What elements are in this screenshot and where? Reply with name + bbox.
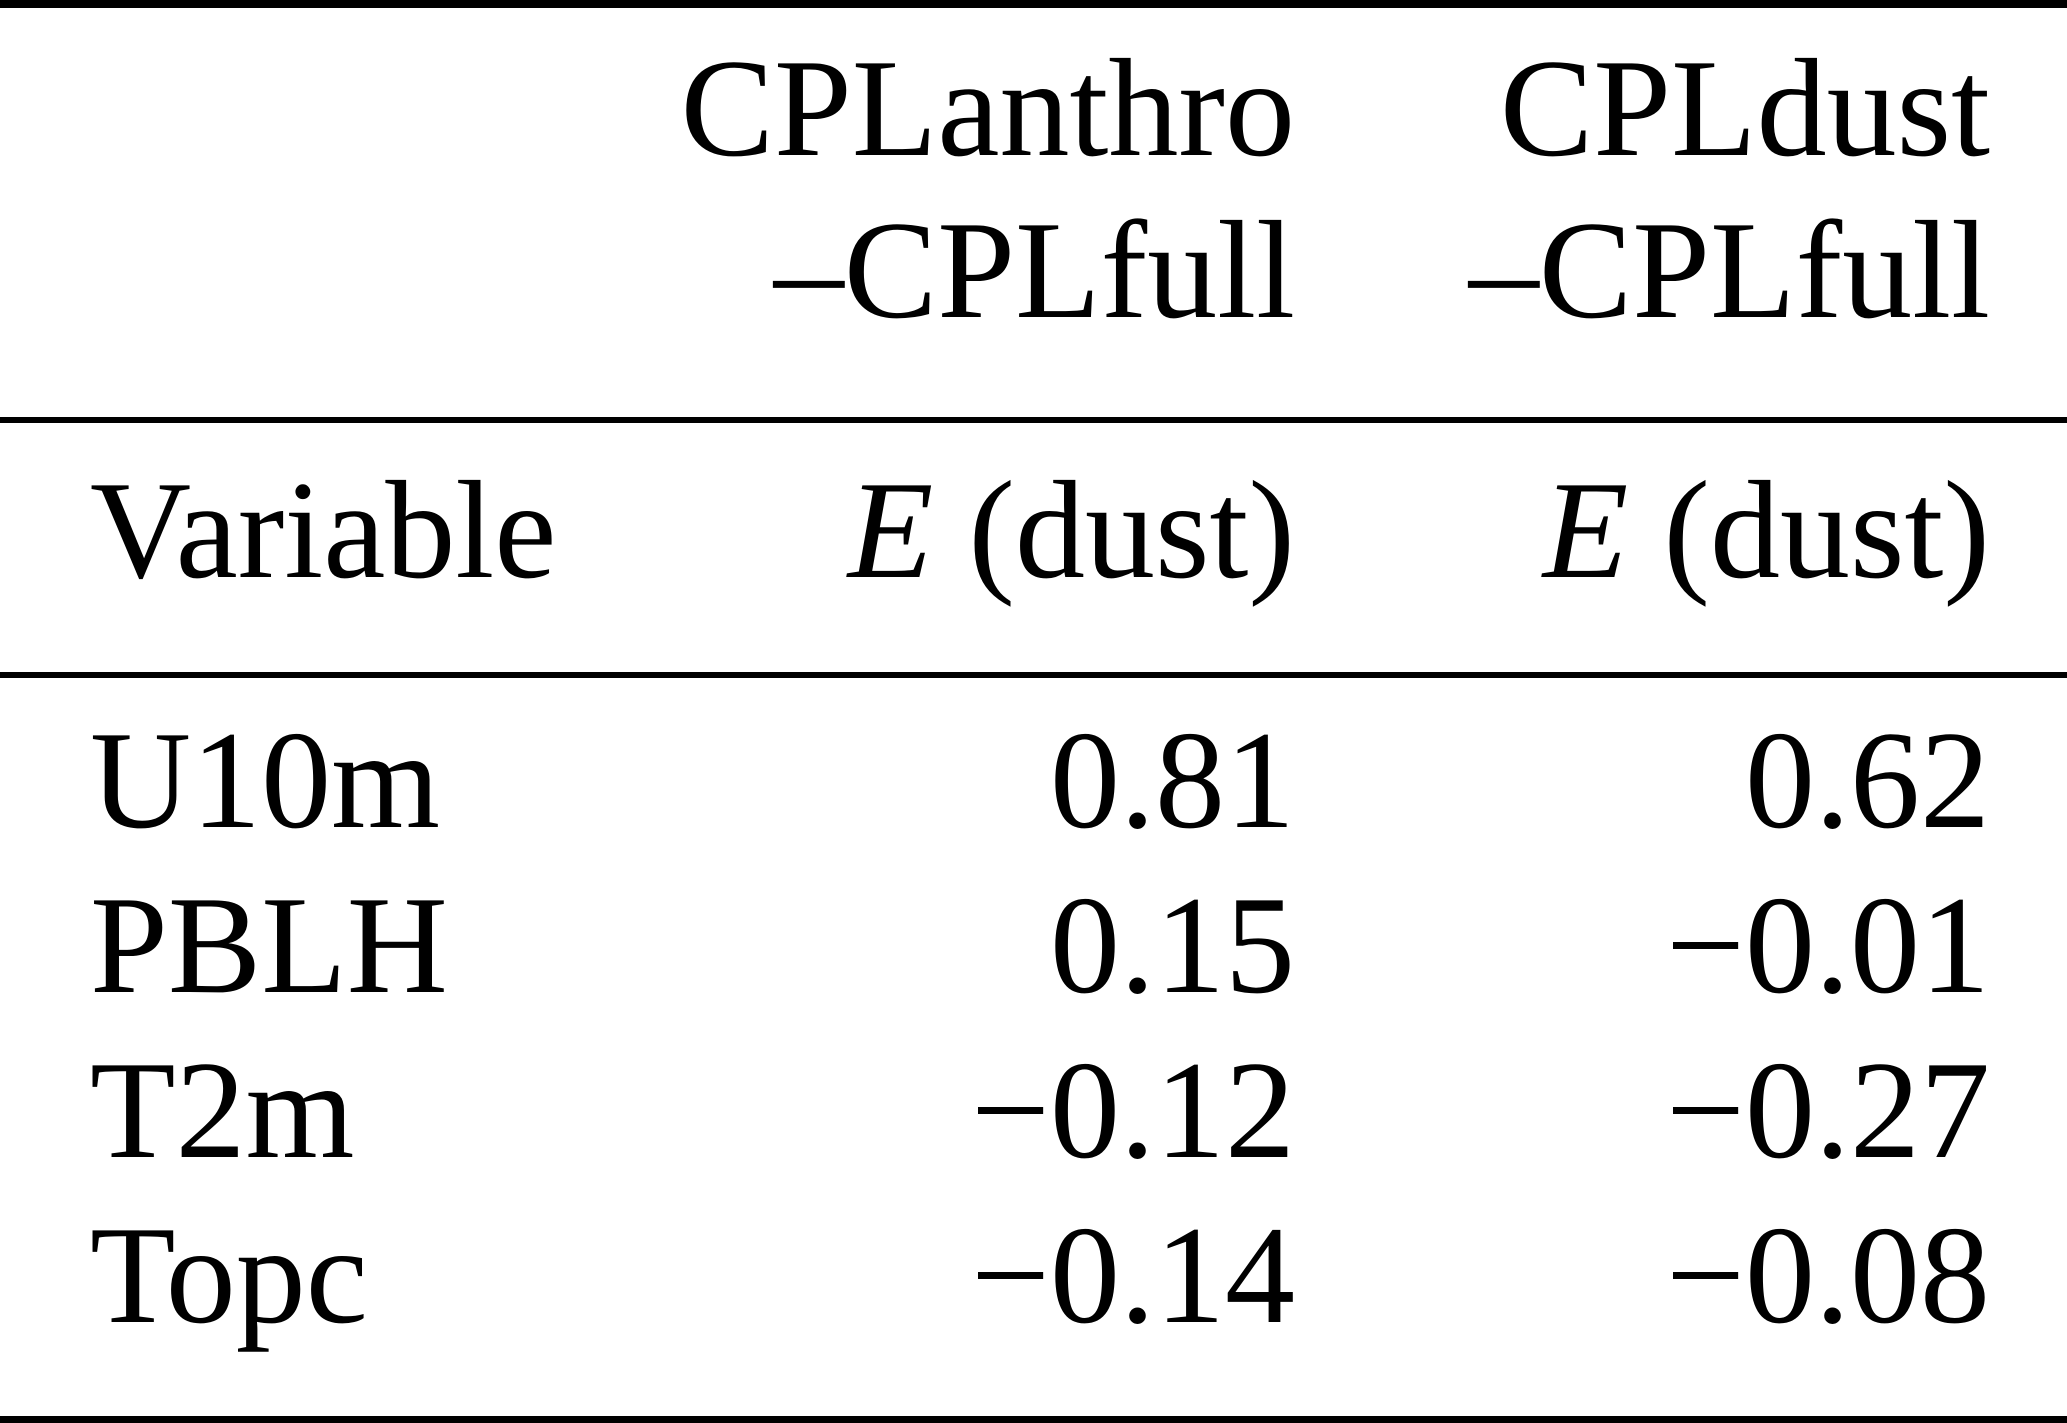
metric-symbol: E — [1542, 453, 1629, 608]
group-header-spacer — [0, 28, 620, 352]
row-value-anthro: −0.14 — [971, 1198, 1295, 1353]
metric-rest: (dust) — [1663, 453, 1990, 608]
row-value-dust: −0.01 — [1666, 868, 1990, 1023]
table-top-rule — [0, 0, 2067, 8]
table-body: U10m 0.81 0.62 PBLH 0.15 −0.01 T2m −0.12… — [0, 678, 2067, 1416]
group-header-cplanthro-line1: CPLanthro — [680, 31, 1295, 186]
row-value-anthro: 0.15 — [1050, 868, 1295, 1023]
row-variable-label: U10m — [90, 703, 440, 858]
column-header-e-dust-anthro: E (dust) — [620, 450, 1295, 612]
group-header-cplanthro-line2: –CPLfull — [773, 193, 1295, 348]
column-header-row: Variable E (dust) E (dust) — [0, 423, 2067, 672]
group-header-cpldust: CPLdust –CPLfull — [1295, 28, 2067, 352]
column-header-e-dust-dust: E (dust) — [1295, 450, 2067, 612]
metric-symbol: E — [847, 453, 934, 608]
row-variable-label: Topc — [90, 1198, 368, 1353]
row-value-dust: −0.08 — [1666, 1198, 1990, 1353]
column-header-variable: Variable — [90, 453, 557, 608]
group-header-cpldust-line2: –CPLfull — [1468, 193, 1990, 348]
table-bottom-rule — [0, 1416, 2067, 1423]
table-row: U10m 0.81 0.62 — [0, 698, 2067, 863]
metric-rest: (dust) — [968, 453, 1295, 608]
table-row: Topc −0.14 −0.08 — [0, 1193, 2067, 1358]
row-value-anthro: −0.12 — [971, 1033, 1295, 1188]
group-header-cplanthro: CPLanthro –CPLfull — [620, 28, 1295, 352]
row-variable-label: PBLH — [90, 868, 448, 1023]
row-value-dust: −0.27 — [1666, 1033, 1990, 1188]
table-row: T2m −0.12 −0.27 — [0, 1028, 2067, 1193]
row-variable-label: T2m — [90, 1033, 355, 1188]
table-mid-rule-1 — [0, 417, 2067, 423]
group-header-cpldust-line1: CPLdust — [1499, 31, 1990, 186]
row-value-anthro: 0.81 — [1050, 703, 1295, 858]
group-header-row: CPLanthro –CPLfull CPLdust –CPLfull — [0, 8, 2067, 417]
row-value-dust: 0.62 — [1745, 703, 1990, 858]
table-mid-rule-2 — [0, 672, 2067, 678]
table-row: PBLH 0.15 −0.01 — [0, 863, 2067, 1028]
